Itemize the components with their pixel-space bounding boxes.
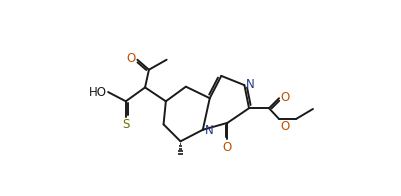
Text: N: N [205,124,214,137]
Text: HO: HO [89,85,107,99]
Text: O: O [281,120,290,133]
Text: N: N [246,78,255,91]
Text: O: O [127,53,136,65]
Text: S: S [122,118,130,131]
Text: O: O [281,91,290,104]
Text: O: O [223,141,232,153]
